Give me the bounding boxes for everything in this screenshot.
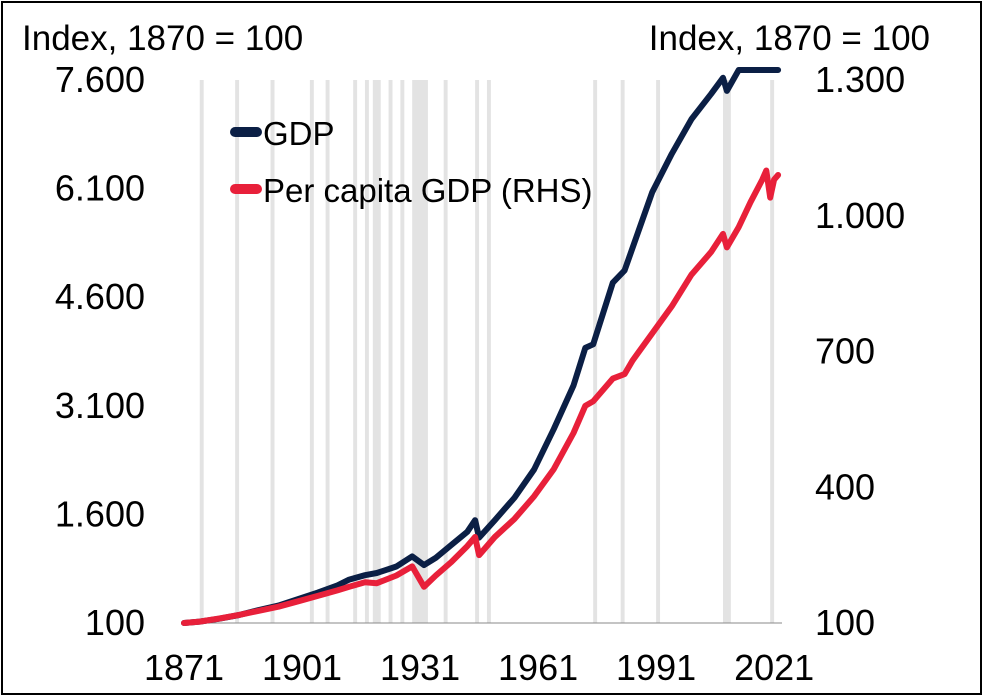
recession-band-1 (235, 80, 240, 623)
recession-band-6 (364, 80, 369, 623)
legend: GDP Per capita GDP (RHS) (230, 115, 592, 209)
recession-band-4 (325, 80, 330, 623)
x-tick-label: 1871 (144, 647, 224, 688)
left-tick-label: 6.100 (55, 168, 145, 209)
left-axis-label: Index, 1870 = 100 (22, 19, 303, 58)
recession-band-16 (656, 80, 661, 623)
left-axis-ticks: 100 1.600 3.100 4.600 6.100 7.600 (55, 59, 145, 643)
legend-label-per-capita: Per capita GDP (RHS) (263, 172, 592, 209)
left-tick-label: 7.600 (55, 59, 145, 100)
recession-band-10 (412, 80, 428, 623)
legend-label-gdp: GDP (263, 115, 335, 152)
right-tick-label: 1.300 (815, 59, 905, 100)
right-axis-ticks: 100 400 700 1.000 1.300 (815, 59, 905, 643)
recession-band-9 (400, 80, 405, 623)
x-axis-ticks: 1871 1901 1931 1961 1991 2021 (144, 647, 814, 688)
x-tick-label: 2021 (734, 647, 814, 688)
recession-band-2 (270, 80, 275, 623)
recession-band-7 (372, 80, 381, 623)
left-tick-label: 100 (85, 602, 145, 643)
series-lines (181, 67, 782, 626)
right-tick-label: 400 (815, 466, 875, 507)
per-capita-gdp-line (181, 167, 782, 626)
left-tick-label: 3.100 (55, 385, 145, 426)
legend-marker-gdp (230, 127, 262, 137)
recession-band-0 (199, 80, 204, 623)
right-axis-label: Index, 1870 = 100 (649, 19, 930, 58)
recession-band-5 (353, 80, 358, 623)
right-tick-label: 1.000 (815, 195, 905, 236)
x-tick-label: 1991 (616, 647, 696, 688)
recession-band-11 (443, 80, 448, 623)
recession-band-8 (388, 80, 393, 623)
right-tick-label: 100 (815, 602, 875, 643)
recession-band-13 (486, 80, 491, 623)
left-tick-label: 4.600 (55, 276, 145, 317)
x-tick-label: 1901 (262, 647, 342, 688)
recession-band-3 (309, 80, 314, 623)
left-tick-label: 1.600 (55, 493, 145, 534)
x-tick-label: 1931 (380, 647, 460, 688)
recession-band-15 (620, 80, 625, 623)
x-tick-label: 1961 (498, 647, 578, 688)
recession-band-18 (770, 80, 775, 623)
recession-band-12 (475, 80, 480, 623)
recession-band-17 (722, 80, 731, 623)
right-tick-label: 700 (815, 331, 875, 372)
legend-marker-per-capita (230, 184, 262, 194)
gdp-line (181, 67, 782, 626)
recession-band-14 (593, 80, 598, 623)
recession-bands (199, 80, 775, 623)
